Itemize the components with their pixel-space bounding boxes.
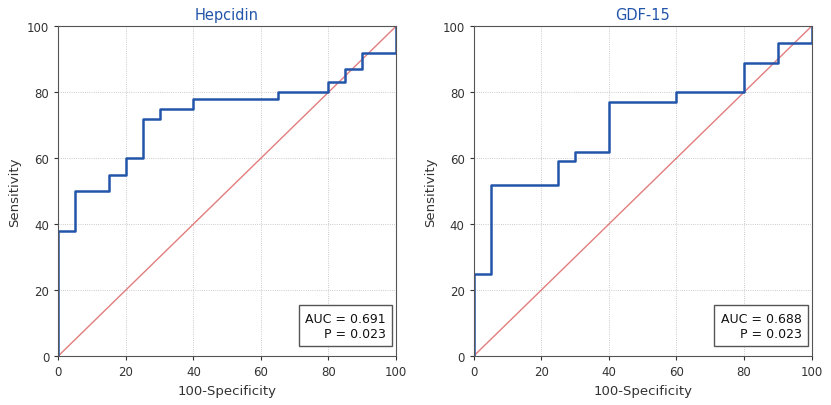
Text: AUC = 0.688
P = 0.023: AUC = 0.688 P = 0.023 <box>720 312 801 340</box>
X-axis label: 100-Specificity: 100-Specificity <box>178 384 277 396</box>
Text: AUC = 0.691
P = 0.023: AUC = 0.691 P = 0.023 <box>305 312 386 340</box>
X-axis label: 100-Specificity: 100-Specificity <box>593 384 692 396</box>
Y-axis label: Sensitivity: Sensitivity <box>424 157 437 226</box>
Title: Hepcidin: Hepcidin <box>195 9 259 23</box>
Y-axis label: Sensitivity: Sensitivity <box>8 157 22 226</box>
Title: GDF-15: GDF-15 <box>615 9 670 23</box>
